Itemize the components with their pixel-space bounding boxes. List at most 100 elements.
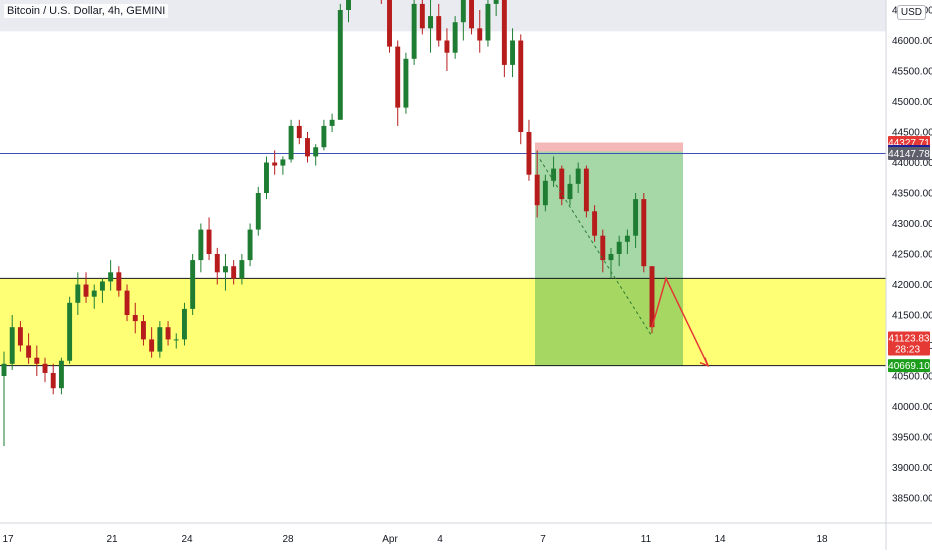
y-tick-label: 38500.00 bbox=[892, 494, 932, 505]
candle-body bbox=[116, 272, 122, 291]
candle-body bbox=[411, 3, 417, 59]
candle-body bbox=[157, 327, 163, 352]
candle-body bbox=[42, 363, 48, 373]
y-tick-label: 40500.00 bbox=[892, 372, 932, 383]
candle-body bbox=[321, 125, 327, 148]
y-tick-label: 43000.00 bbox=[892, 219, 932, 230]
candle-body bbox=[214, 254, 220, 273]
candle-body bbox=[501, 0, 507, 65]
candle-body bbox=[542, 180, 548, 206]
candle-body bbox=[485, 3, 491, 41]
candle-body bbox=[575, 168, 581, 184]
candle-body bbox=[346, 0, 351, 10]
candle-body bbox=[510, 40, 516, 65]
candle-body bbox=[165, 327, 171, 340]
price-label-box bbox=[888, 331, 930, 356]
candle-body bbox=[17, 327, 23, 346]
projection-arrow bbox=[651, 276, 709, 367]
chart-title: Bitcoin / U.S. Dollar, 4h, GEMINI bbox=[4, 4, 169, 18]
x-tick-label: 17 bbox=[2, 534, 14, 545]
candle-body bbox=[583, 168, 589, 212]
price-label-text: 40669.10 bbox=[888, 361, 930, 372]
candle-body bbox=[559, 168, 565, 200]
candle-body bbox=[444, 40, 450, 53]
x-tick-label: 18 bbox=[816, 534, 828, 545]
candle-body bbox=[190, 260, 196, 309]
candle-body bbox=[99, 281, 105, 291]
candle-body bbox=[58, 360, 64, 389]
candle-body bbox=[296, 125, 302, 139]
candle-body bbox=[313, 147, 319, 157]
support-zone bbox=[0, 278, 886, 366]
candle-body bbox=[534, 174, 540, 206]
candle-body bbox=[140, 321, 146, 340]
candle-body bbox=[149, 339, 155, 352]
candle-body bbox=[469, 0, 475, 29]
candle-body bbox=[452, 22, 458, 53]
y-tick-label: 46000.00 bbox=[892, 36, 932, 47]
x-tick-label: 11 bbox=[641, 534, 652, 545]
candle-body bbox=[181, 308, 187, 340]
candle-body bbox=[436, 16, 442, 41]
x-tick-label: 21 bbox=[106, 534, 118, 545]
candle-body bbox=[460, 0, 466, 23]
price-label-box bbox=[888, 359, 930, 373]
stop-loss-zone bbox=[535, 142, 683, 152]
candle-body bbox=[428, 16, 433, 29]
candle-body bbox=[600, 235, 606, 261]
candle-body bbox=[83, 284, 89, 297]
currency-badge[interactable]: USD bbox=[896, 5, 926, 20]
candle-body bbox=[124, 290, 130, 315]
candle-body bbox=[387, 0, 392, 47]
candle-body bbox=[288, 125, 294, 160]
candle-body bbox=[337, 10, 343, 120]
candle-body bbox=[616, 241, 622, 254]
y-tick-label: 45000.00 bbox=[892, 97, 932, 108]
y-tick-label: 40000.00 bbox=[892, 402, 932, 413]
candle-body bbox=[173, 339, 179, 341]
x-tick-label: 4 bbox=[437, 534, 443, 545]
candle-body bbox=[272, 162, 278, 166]
x-tick-label: 28 bbox=[282, 534, 294, 545]
x-tick-label: 7 bbox=[540, 534, 546, 545]
x-tick-label: 14 bbox=[714, 534, 726, 545]
candle-body bbox=[280, 159, 286, 166]
y-tick-label: 43500.00 bbox=[892, 189, 932, 200]
candle-body bbox=[649, 266, 655, 328]
projection-arrowhead bbox=[699, 357, 710, 367]
candle-body bbox=[624, 235, 630, 242]
candle-body bbox=[206, 229, 212, 254]
candle-body bbox=[223, 266, 228, 273]
candle-body bbox=[91, 290, 97, 297]
candle-body bbox=[1, 363, 7, 376]
candle-body bbox=[198, 229, 204, 261]
candle-body bbox=[608, 254, 614, 261]
candle-body bbox=[26, 345, 32, 358]
candle-body bbox=[231, 266, 237, 279]
y-tick-label: 39500.00 bbox=[892, 433, 932, 444]
candle-body bbox=[239, 260, 245, 279]
candle-body bbox=[75, 284, 81, 303]
y-tick-label: 42000.00 bbox=[892, 280, 932, 291]
y-tick-label: 44000.00 bbox=[892, 158, 932, 169]
candle-body bbox=[419, 3, 425, 29]
candle-body bbox=[633, 199, 639, 236]
x-tick-label: Apr bbox=[382, 534, 398, 545]
candle-body bbox=[477, 28, 483, 41]
y-tick-label: 45500.00 bbox=[892, 67, 932, 78]
candle-body bbox=[264, 162, 269, 193]
candle-body bbox=[592, 211, 598, 236]
candle-body bbox=[50, 372, 56, 389]
price-label-text: 44147.78 bbox=[888, 149, 930, 160]
candle-body bbox=[526, 132, 532, 175]
candle-body bbox=[329, 119, 335, 126]
candle-body bbox=[551, 168, 557, 181]
candle-body bbox=[34, 357, 40, 364]
countdown-text: 28:23 bbox=[895, 344, 920, 355]
candle-body bbox=[641, 199, 647, 267]
candle-body bbox=[395, 46, 401, 108]
candle-body bbox=[518, 40, 524, 132]
candle-body bbox=[132, 315, 138, 322]
